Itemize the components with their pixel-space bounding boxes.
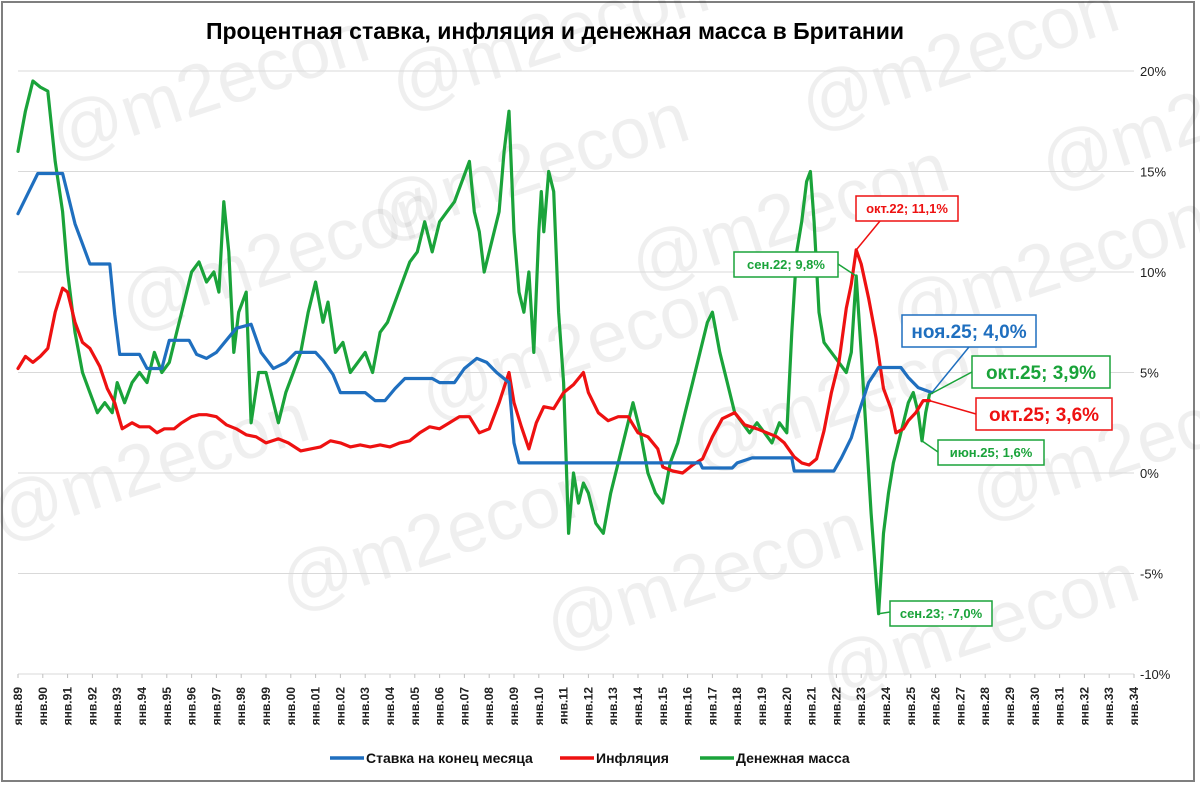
annotation-oct22-box [855, 195, 959, 222]
annotation-oct25-infl-label: окт.25; 3,6% [989, 405, 1099, 426]
x-tick-label: янв.00 [284, 687, 298, 726]
annotation-oct25-money-label: окт.25; 3,9% [986, 363, 1096, 384]
y-tick-label: 10% [1140, 265, 1166, 280]
x-tick-label: янв.92 [85, 687, 99, 726]
x-tick-label: янв.20 [780, 687, 794, 726]
x-tick-label: янв.11 [557, 687, 571, 725]
x-tick-label: янв.16 [681, 687, 695, 726]
x-tick-label: янв.90 [36, 687, 50, 726]
x-tick-label: янв.25 [904, 687, 918, 726]
x-tick-label: янв.18 [730, 687, 744, 726]
x-tick-label: янв.03 [358, 687, 372, 726]
x-tick-label: янв.99 [259, 687, 273, 726]
x-tick-label: янв.27 [953, 687, 967, 726]
annotation-oct25-infl-box [975, 397, 1113, 431]
annotation-sep23-leader [878, 611, 891, 615]
x-tick-label: янв.23 [854, 687, 868, 726]
legend-label-inflation: Инфляция [596, 750, 669, 766]
x-tick-label: янв.26 [929, 687, 943, 726]
legend-label-money: Денежная масса [736, 750, 850, 766]
x-tick-label: янв.21 [805, 687, 819, 726]
annotation-oct22-leader [855, 220, 881, 251]
x-tick-label: янв.06 [433, 687, 447, 726]
annotation-sep23-label: сен.23; -7,0% [900, 606, 983, 621]
x-tick-label: янв.94 [135, 687, 149, 726]
x-tick-label: янв.07 [457, 687, 471, 726]
annotation-oct25-money-box [971, 355, 1111, 389]
legend-label-rate: Ставка на конец месяца [366, 750, 533, 766]
x-tick-label: янв.98 [234, 687, 248, 726]
x-tick-label: янв.28 [978, 687, 992, 726]
series-line-inflation [16, 248, 931, 475]
annotation-jun25-box [937, 439, 1045, 466]
x-tick-label: янв.09 [507, 687, 521, 726]
x-tick-label: янв.17 [705, 687, 719, 726]
x-tick-label: янв.08 [482, 687, 496, 726]
annotation-nov25-rate-box [901, 314, 1037, 348]
annotation-sep22-box [733, 251, 839, 278]
watermark-text: @m2econ [40, 0, 378, 175]
x-tick-label: янв.95 [160, 687, 174, 726]
chart-title: Процентная ставка, инфляция и денежная м… [205, 18, 905, 44]
watermark-text: @m2econ [0, 377, 318, 555]
x-tick-label: янв.15 [656, 687, 670, 726]
x-tick-label: янв.01 [309, 687, 323, 726]
y-tick-label: 0% [1140, 466, 1159, 481]
x-tick-label: янв.05 [408, 687, 422, 726]
x-tick-label: янв.89 [11, 687, 25, 726]
y-tick-label: 15% [1140, 165, 1166, 180]
x-tick-label: янв.34 [1127, 687, 1141, 726]
x-tick-label: янв.13 [606, 687, 620, 726]
series-line-money [16, 79, 931, 616]
y-tick-label: -5% [1140, 567, 1164, 582]
annotation-jun25-leader [921, 440, 939, 453]
x-tick-label: янв.14 [631, 687, 645, 726]
annotation-oct25-money-leader [929, 371, 973, 396]
x-tick-label: янв.33 [1102, 687, 1116, 726]
x-tick-label: янв.29 [1003, 687, 1017, 726]
y-tick-label: 20% [1140, 64, 1166, 79]
x-tick-label: янв.24 [879, 687, 893, 726]
x-tick-label: янв.04 [383, 687, 397, 726]
annotation-sep22-label: сен.22; 9,8% [747, 257, 825, 272]
x-tick-label: янв.22 [829, 687, 843, 726]
y-tick-label: -10% [1140, 667, 1171, 682]
x-tick-label: янв.10 [532, 687, 546, 726]
annotation-jun25-label: июн.25; 1,6% [950, 445, 1033, 460]
x-tick-label: янв.96 [185, 687, 199, 726]
annotation-nov25-rate-label: ноя.25; 4,0% [911, 322, 1026, 343]
x-tick-label: янв.19 [755, 687, 769, 726]
x-tick-label: янв.30 [1028, 687, 1042, 726]
annotation-oct25-infl-leader [929, 399, 977, 415]
x-tick-label: янв.97 [209, 687, 223, 726]
annotation-oct22-label: окт.22; 11,1% [866, 201, 948, 216]
x-tick-label: янв.91 [61, 687, 75, 726]
series-line-rate [16, 171, 934, 473]
x-tick-label: янв.31 [1053, 687, 1067, 726]
x-tick-label: янв.32 [1077, 687, 1091, 726]
y-tick-label: 5% [1140, 366, 1159, 381]
x-tick-label: янв.12 [581, 687, 595, 726]
annotation-sep22-leader [837, 263, 857, 277]
x-tick-label: янв.02 [333, 687, 347, 726]
annotation-sep23-box [889, 600, 993, 627]
x-tick-label: янв.93 [110, 687, 124, 726]
annotation-nov25-rate-leader [931, 346, 970, 394]
